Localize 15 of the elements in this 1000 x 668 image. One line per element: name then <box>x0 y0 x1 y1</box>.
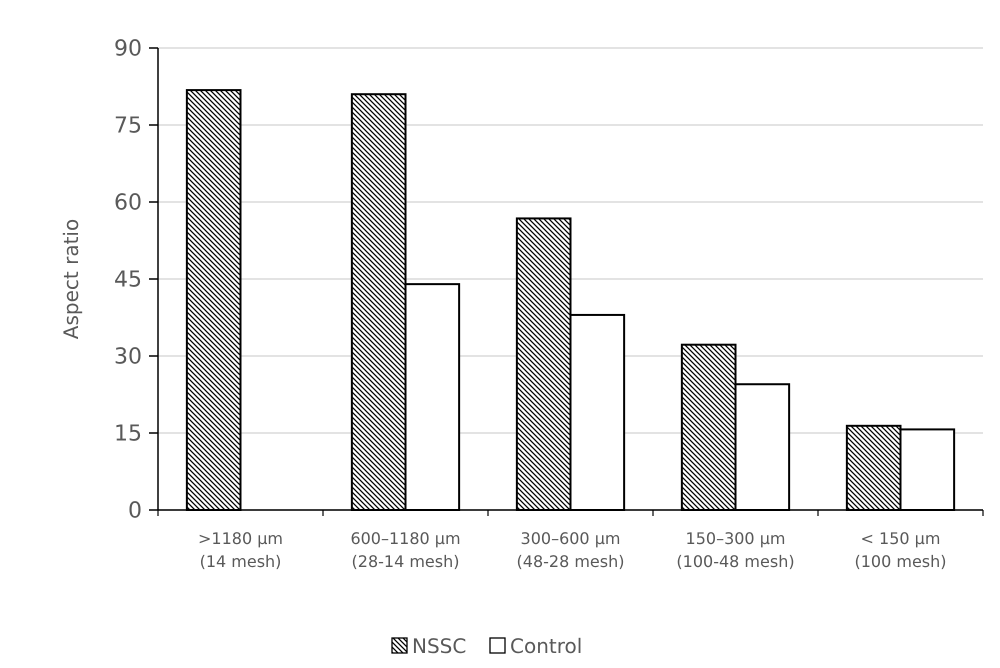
x-tick-label: >1180 µm (14 mesh) <box>198 529 283 571</box>
y-tick-label: 45 <box>114 268 142 293</box>
x-tick-label: 600–1180 µm (28-14 mesh) <box>350 529 461 571</box>
x-tick-label: 150–300 µm (100-48 mesh) <box>676 529 795 571</box>
y-tick-label: 60 <box>114 190 142 216</box>
x-tick-label: 300–600 µm (48-28 mesh) <box>516 529 624 571</box>
y-tick-label: 30 <box>114 344 142 370</box>
x-tick-label: < 150 µm (100 mesh) <box>854 529 947 571</box>
y-tick-label: 0 <box>128 498 142 524</box>
y-tick-label: 15 <box>114 422 142 447</box>
legend-label: Control <box>510 634 582 658</box>
y-tick-label: 75 <box>114 114 142 139</box>
y-tick-label: 90 <box>114 36 142 62</box>
legend-label: NSSC <box>412 634 466 658</box>
y-axis-title: Aspect ratio <box>59 218 83 340</box>
